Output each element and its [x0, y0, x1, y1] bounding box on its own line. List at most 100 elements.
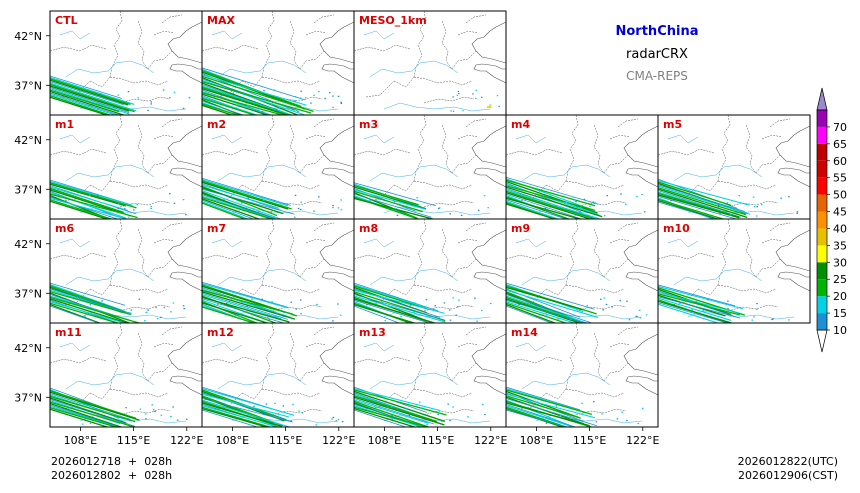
radar-echo-streak: [354, 389, 447, 416]
radar-echo-cell: [172, 302, 175, 304]
radar-echo-streak: [50, 393, 131, 420]
radar-echo-streak: [658, 194, 740, 219]
province-boundary: [717, 180, 777, 190]
radar-echo-streak: [354, 197, 435, 219]
panel-label: CTL: [55, 14, 78, 27]
radar-echo-cell: [489, 302, 492, 305]
radar-echo-cell: [294, 96, 297, 98]
radar-echo-cell: [593, 401, 595, 403]
radar-echo-cell: [449, 319, 452, 321]
radar-echo-cell: [324, 97, 326, 100]
radar-echo-cell: [384, 320, 387, 322]
radar-echo-cell: [604, 215, 606, 217]
radar-echo-cell: [540, 305, 542, 308]
radar-echo-cell: [643, 211, 646, 213]
radar-echo-cell: [150, 101, 152, 103]
province-boundary: [261, 219, 275, 286]
coastline: [775, 125, 810, 188]
radar-echo-cell: [418, 401, 421, 403]
radar-echo-cell: [332, 207, 334, 209]
radar-echo-streak: [202, 299, 269, 323]
radar-echo-cell: [270, 211, 273, 213]
province-boundary: [593, 332, 605, 382]
province-boundary: [241, 76, 263, 88]
radar-echo-streak: [506, 190, 598, 219]
radar-echo-cell: [297, 111, 300, 113]
radar-echo-cell: [241, 301, 243, 303]
map-panel-m4: m4: [505, 114, 659, 220]
radar-echo-cell: [172, 406, 174, 408]
province-boundary: [109, 284, 169, 294]
panel-label: m3: [359, 118, 378, 131]
radar-echo-cell: [411, 205, 413, 207]
province-boundary: [717, 284, 777, 294]
radar-echo-cell: [290, 420, 292, 422]
radar-echo-cell: [265, 403, 268, 405]
radar-echo-cell: [480, 309, 483, 312]
model-label: CMA-REPS: [626, 69, 688, 83]
radar-echo-cell: [108, 215, 111, 218]
radar-echo-streak: [658, 303, 720, 323]
radar-echo-streak: [50, 305, 100, 323]
river: [521, 164, 611, 182]
province-boundary: [137, 124, 149, 174]
radar-echo-cell: [476, 320, 478, 322]
province-boundary: [506, 356, 563, 364]
radar-echo-streak: [202, 292, 288, 320]
colorbar-tick-label: 15: [833, 307, 847, 320]
map-panel-m9: m9: [505, 218, 659, 324]
province-boundary: [506, 148, 563, 156]
radar-echo-cell: [239, 316, 241, 318]
radar-echo-cell: [475, 89, 477, 91]
radar-echo-cell: [575, 201, 577, 203]
radar-echo-streak: [202, 85, 294, 115]
coastline: [319, 21, 354, 84]
colorbar-tick-label: 65: [833, 138, 847, 151]
radar-echo-cell: [139, 408, 142, 410]
radar-echo-streak: [506, 405, 575, 427]
radar-echo-cell: [573, 419, 576, 421]
river: [369, 268, 459, 286]
river: [65, 268, 155, 286]
radar-echo-cell: [474, 297, 476, 299]
colorbar-segment: [817, 160, 827, 178]
x-tick-label: 122°E: [322, 434, 355, 447]
radar-echo-streak: [50, 93, 118, 115]
radar-echo-cell: [160, 414, 163, 416]
province-boundary: [202, 148, 259, 156]
province-boundary: [745, 228, 757, 278]
province-boundary: [109, 180, 169, 190]
river: [673, 268, 763, 286]
river: [515, 342, 547, 352]
radar-echo-cell: [458, 93, 460, 95]
radar-echo-streak: [50, 180, 133, 206]
panel-label: MAX: [207, 14, 235, 27]
radar-echo-streak: [202, 282, 289, 309]
radar-echo-cell: [545, 315, 548, 317]
radar-echo-cell: [592, 201, 595, 203]
radar-echo-cell: [637, 422, 640, 425]
radar-echo-cell: [796, 211, 799, 213]
radar-echo-cell: [263, 414, 266, 416]
radar-echo-cell: [242, 415, 245, 417]
radar-echo-cell: [452, 297, 454, 299]
coastline: [623, 229, 658, 292]
radar-echo-streak: [202, 306, 257, 323]
coastline: [471, 125, 506, 188]
radar-echo-streak: [506, 409, 568, 427]
map-panel-m2: m2: [201, 114, 355, 220]
radar-echo-cell: [145, 418, 147, 420]
radar-echo-cell: [278, 107, 281, 109]
radar-echo-cell: [185, 214, 187, 216]
province-boundary: [609, 118, 639, 140]
province-boundary: [137, 332, 149, 382]
radar-echo-streak: [50, 401, 137, 427]
radar-echo-streak: [506, 185, 596, 211]
radar-echo-cell: [545, 422, 548, 424]
radar-echo-cell: [162, 89, 165, 91]
radar-echo-cell: [753, 206, 756, 208]
coastline: [167, 333, 202, 396]
colorbar-segment: [817, 245, 827, 263]
radar-echo-cell: [117, 94, 120, 96]
river: [687, 310, 795, 320]
